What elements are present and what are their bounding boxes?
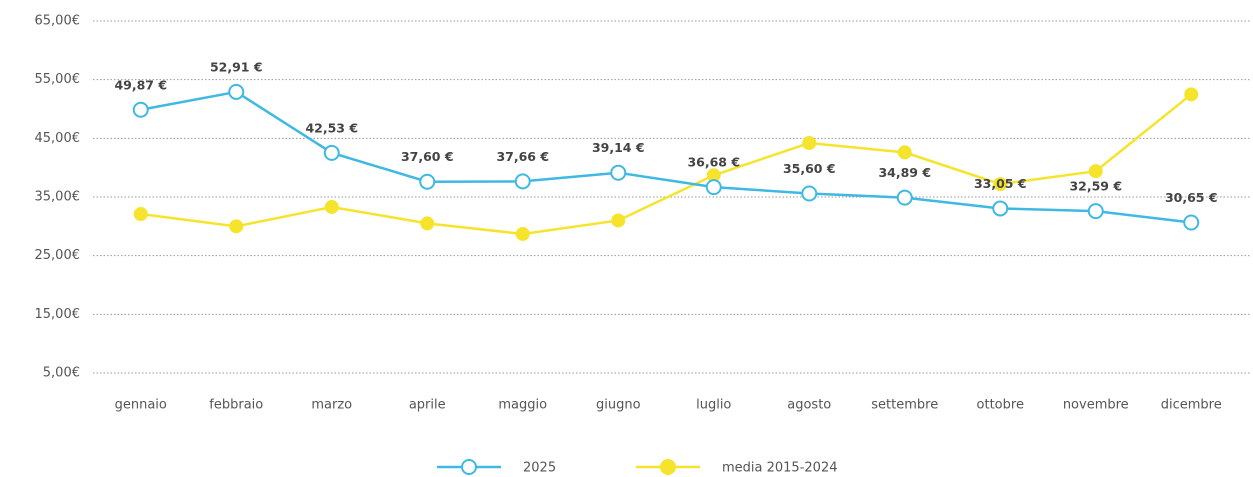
point [419, 173, 436, 190]
series-line [140, 93, 1193, 236]
x-tick-label: agosto [787, 398, 831, 413]
y-tick-label: 65,00€ [35, 14, 81, 29]
data-label: 52,91 € [210, 59, 263, 74]
point [420, 216, 435, 231]
y-tick-label: 45,00€ [35, 131, 81, 146]
legend-label: media 2015-2024 [722, 461, 837, 476]
point [323, 144, 340, 161]
point [897, 145, 912, 160]
data-label: 39,14 € [592, 140, 645, 155]
point [1183, 214, 1200, 231]
x-tick-label: marzo [311, 398, 352, 413]
legend-marker [660, 459, 676, 475]
x-tick-label: settembre [871, 398, 938, 413]
x-tick-label: dicembre [1161, 398, 1222, 413]
data-label: 35,60 € [783, 161, 836, 176]
y-tick-label: 25,00€ [35, 248, 81, 263]
x-tick-label: febbraio [209, 398, 263, 413]
x-tick-label: novembre [1063, 398, 1129, 413]
series-line [140, 90, 1192, 224]
x-tick-label: maggio [498, 398, 547, 413]
point [993, 177, 1008, 192]
point [228, 83, 245, 100]
point [132, 101, 149, 118]
x-tick-label: luglio [696, 398, 731, 413]
data-label: 37,66 € [496, 149, 549, 164]
legend-marker [461, 459, 477, 475]
x-tick-label: giugno [596, 398, 641, 413]
data-label: 36,68 € [687, 155, 740, 170]
y-tick-label: 15,00€ [35, 307, 81, 322]
point [802, 136, 817, 151]
point [133, 207, 148, 222]
point [896, 189, 913, 206]
point [324, 199, 339, 214]
point [1087, 203, 1104, 220]
data-label: 33,05 € [974, 176, 1027, 191]
y-tick-label: 5,00€ [43, 366, 80, 381]
point [1088, 164, 1103, 179]
y-tick-label: 35,00€ [35, 190, 81, 205]
legend-label: 2025 [523, 461, 556, 476]
point [1184, 87, 1199, 102]
data-label: 37,60 € [401, 149, 454, 164]
y-tick-label: 55,00€ [35, 72, 81, 87]
point [992, 200, 1009, 217]
point [229, 219, 244, 234]
point [515, 226, 530, 241]
point [610, 164, 627, 181]
x-tick-label: gennaio [115, 398, 167, 413]
data-label: 49,87 € [114, 77, 167, 92]
point [514, 173, 531, 190]
data-label: 30,65 € [1165, 190, 1218, 205]
data-label: 32,59 € [1069, 179, 1122, 194]
point [801, 185, 818, 202]
point [705, 179, 722, 196]
x-tick-label: aprile [409, 398, 446, 413]
data-label: 34,89 € [878, 165, 931, 180]
x-tick-label: ottobre [977, 398, 1024, 413]
data-label: 42,53 € [305, 120, 358, 135]
point [611, 213, 626, 228]
